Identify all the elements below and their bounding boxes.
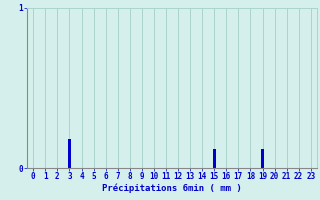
Bar [261, 149, 264, 168]
Bar [213, 149, 216, 168]
X-axis label: Précipitations 6min ( mm ): Précipitations 6min ( mm ) [102, 184, 242, 193]
Bar [68, 139, 71, 168]
